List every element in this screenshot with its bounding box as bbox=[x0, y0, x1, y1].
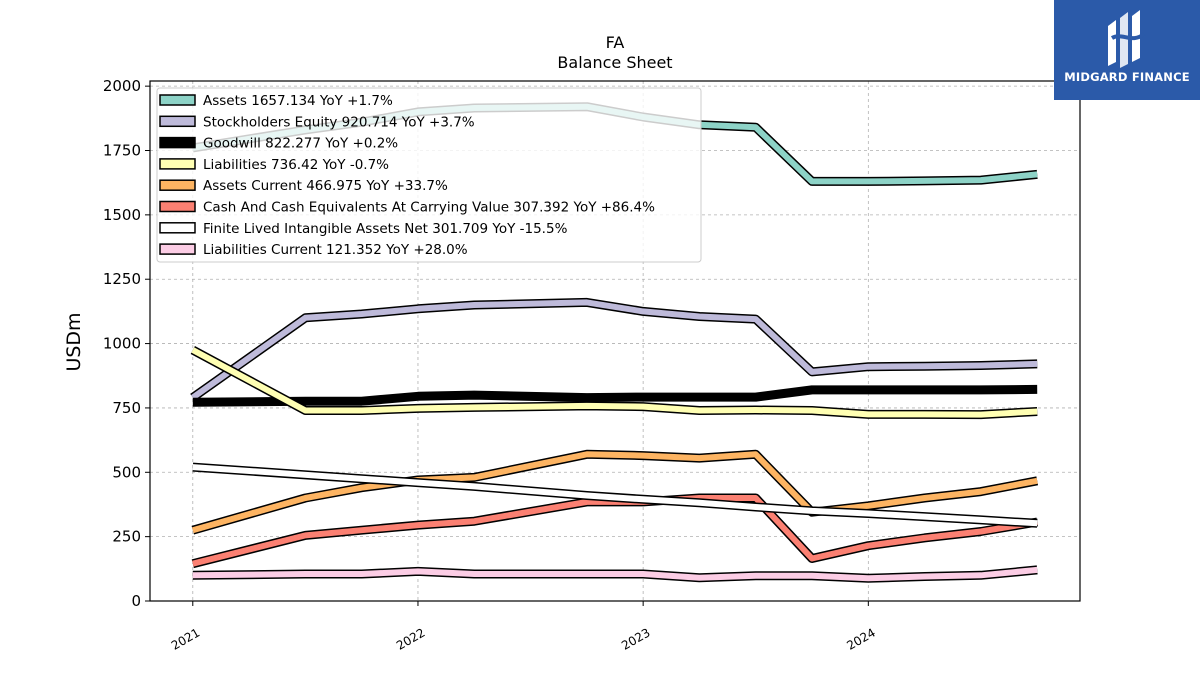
legend-swatch-assets-current bbox=[159, 179, 196, 191]
legend-swatch-assets bbox=[159, 94, 196, 106]
legend-box bbox=[156, 87, 702, 263]
y-axis-ticks: 0 250 500 750 1000 1250 1500 1750 2000 bbox=[103, 77, 150, 610]
y-tick-label: 1000 bbox=[103, 335, 141, 353]
legend-label-assets-current: Assets Current 466.975 YoY +33.7% bbox=[203, 178, 448, 194]
legend-label-finite-lived-intangible-assets-net: Finite Lived Intangible Assets Net 301.7… bbox=[203, 221, 568, 237]
legend-swatch-stockholders-equity bbox=[159, 115, 196, 128]
y-tick-label: 1750 bbox=[103, 142, 141, 160]
legend-label-stockholders-equity: Stockholders Equity 920.714 YoY +3.7% bbox=[203, 114, 475, 130]
series-outline-cash-and-cash-equivalents-at-carrying-value bbox=[191, 493, 1038, 569]
series-line-stockholders-equity bbox=[191, 299, 1038, 401]
series-line-finite-lived-intangible-assets-net bbox=[192, 464, 1038, 527]
logo-mark-icon bbox=[1108, 10, 1146, 68]
legend-label-goodwill: Goodwill 822.277 YoY +0.2% bbox=[203, 136, 398, 152]
chart-subtitle: Balance Sheet bbox=[557, 53, 672, 72]
legend-label-assets: Assets 1657.134 YoY +1.7% bbox=[203, 93, 393, 109]
series-line-goodwill bbox=[192, 384, 1038, 407]
legend: Assets 1657.134 YoY +1.7% Stockholders Eq… bbox=[156, 87, 702, 263]
legend-swatch-liabilities-current bbox=[159, 243, 196, 255]
x-tick-label: 2024 bbox=[844, 625, 877, 652]
y-tick-label: 1250 bbox=[103, 270, 141, 288]
midgard-finance-logo: MIDGARD FINANCE bbox=[1054, 0, 1200, 100]
chart-title: FA bbox=[606, 33, 625, 52]
legend-swatch-liabilities bbox=[159, 158, 196, 170]
legend-label-liabilities-current: Liabilities Current 121.352 YoY +28.0% bbox=[203, 242, 468, 258]
legend-swatch-goodwill bbox=[159, 136, 196, 149]
plot-frame bbox=[149, 80, 1081, 602]
x-tick-label: 2021 bbox=[169, 625, 202, 652]
y-tick-label: 2000 bbox=[103, 77, 141, 95]
logo-text: MIDGARD FINANCE bbox=[1064, 70, 1190, 84]
x-axis-ticks: 2021 2022 2023 2024 bbox=[169, 601, 878, 653]
y-tick-label: 1500 bbox=[103, 206, 141, 224]
x-tick-label: 2022 bbox=[394, 625, 427, 652]
y-tick-label: 750 bbox=[112, 399, 141, 417]
y-tick-label: 250 bbox=[112, 528, 141, 546]
y-axis-label: USDm bbox=[63, 312, 85, 371]
y-tick-label: 0 bbox=[131, 592, 141, 610]
y-tick-label: 500 bbox=[112, 463, 141, 481]
x-tick-label: 2023 bbox=[619, 625, 652, 652]
series-line-liabilities bbox=[191, 347, 1038, 418]
legend-swatch-cash-and-cash-equivalents-at-carrying-value bbox=[159, 200, 196, 213]
legend-swatch-finite-lived-intangible-assets-net bbox=[159, 222, 196, 234]
series-line-assets-current bbox=[191, 451, 1038, 534]
series-line-liabilities-current bbox=[192, 566, 1038, 582]
legend-label-liabilities: Liabilities 736.42 YoY -0.7% bbox=[203, 157, 389, 173]
legend-label-cash-and-cash-equivalents-at-carrying-value: Cash And Cash Equivalents At Carrying Va… bbox=[203, 200, 655, 216]
